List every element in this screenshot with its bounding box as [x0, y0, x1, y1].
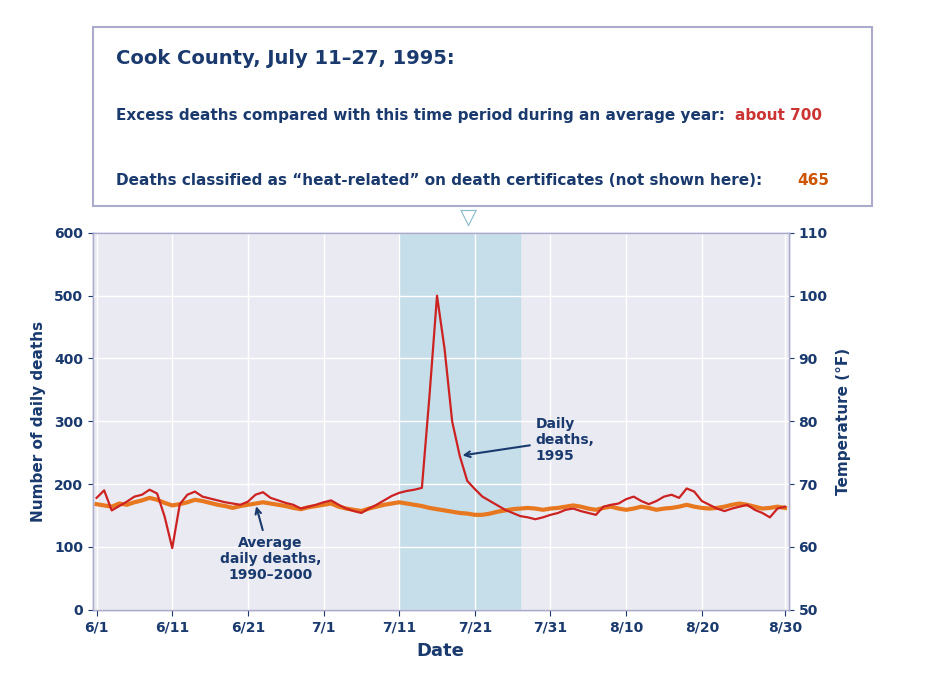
Text: Daily high
temperature,
1995 (°F): Daily high temperature, 1995 (°F) [627, 283, 730, 347]
Text: Daily
deaths,
1995: Daily deaths, 1995 [464, 417, 593, 463]
X-axis label: Date: Date [416, 643, 464, 660]
Text: 465: 465 [796, 173, 829, 188]
Text: Average
daily deaths,
1990–2000: Average daily deaths, 1990–2000 [220, 508, 321, 582]
Text: Cook County, July 11–27, 1995:: Cook County, July 11–27, 1995: [116, 49, 454, 68]
Bar [399, 233, 520, 610]
FancyBboxPatch shape [93, 27, 871, 206]
Text: Excess deaths compared with this time period during an average year:: Excess deaths compared with this time pe… [116, 108, 730, 123]
Text: Excess deaths compared with this time period during an average year: about 700: Excess deaths compared with this time pe… [116, 108, 743, 123]
Y-axis label: Number of daily deaths: Number of daily deaths [31, 321, 45, 522]
Text: Deaths classified as “heat-related” on death certificates (not shown here):: Deaths classified as “heat-related” on d… [116, 173, 767, 188]
Y-axis label: Temperature (°F): Temperature (°F) [835, 348, 850, 495]
Text: about 700: about 700 [734, 108, 820, 123]
Text: ▽: ▽ [460, 208, 476, 227]
